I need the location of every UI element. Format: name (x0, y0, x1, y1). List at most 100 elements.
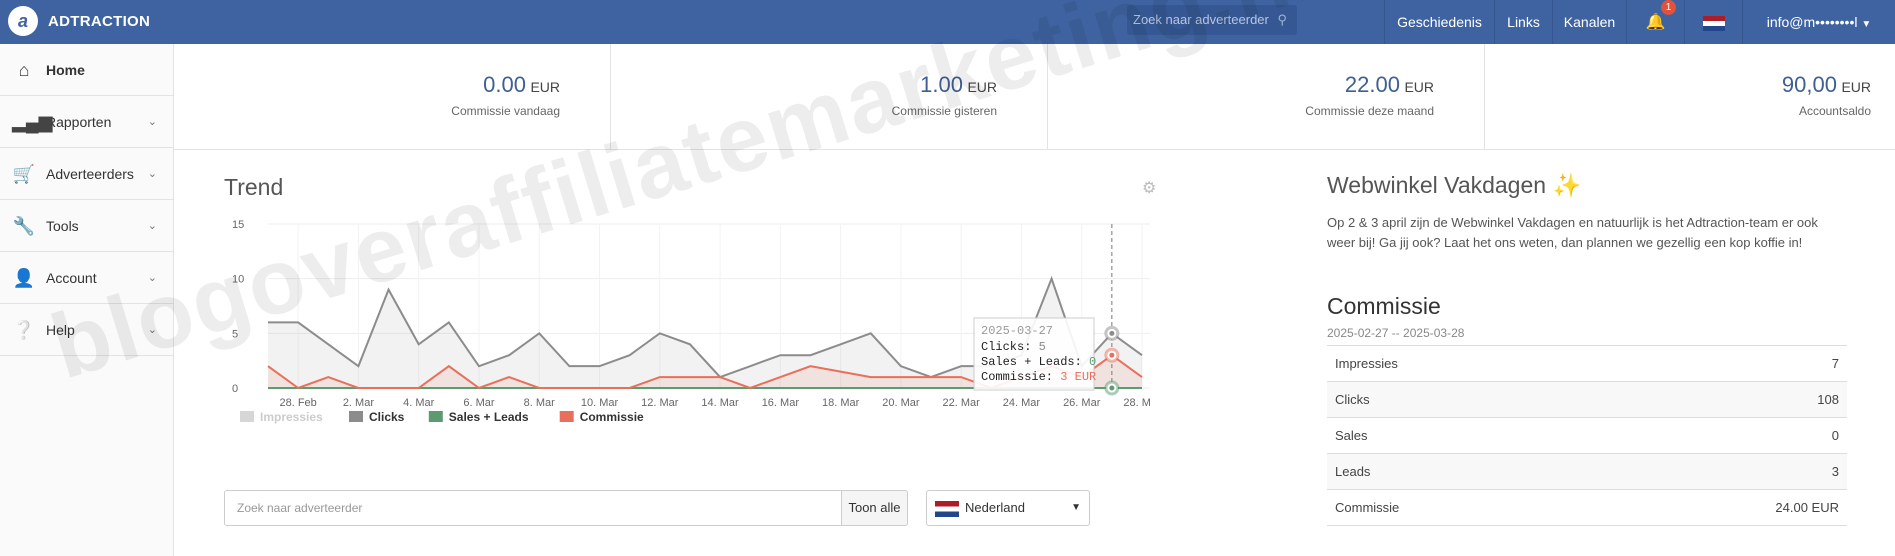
stat-unit: EUR (530, 79, 560, 95)
search-icon[interactable]: ⚲ (1277, 12, 1287, 27)
language-button[interactable] (1684, 0, 1742, 44)
chevron-down-icon: ⌄ (147, 324, 157, 336)
right-panel: Webwinkel Vakdagen ✨ Op 2 & 3 april zijn… (1327, 172, 1847, 526)
hover-point-dot (1109, 385, 1115, 391)
legend-swatch (559, 411, 574, 422)
legend-swatch (240, 411, 254, 422)
notifications-button[interactable]: 🔔 1 (1626, 0, 1684, 44)
user-icon: 👤 (12, 268, 36, 288)
caret-down-icon: ▼ (1071, 502, 1081, 513)
show-all-button[interactable]: Toon alle (842, 490, 908, 526)
bell-icon: 🔔 (1645, 14, 1666, 31)
stat-label: Commissie vandaag (451, 104, 560, 118)
chevron-down-icon: ⌄ (147, 116, 157, 128)
nav-kanalen[interactable]: Kanalen (1552, 0, 1626, 44)
top-bar: a ADTRACTION Zoek naar adverteerder ⚲ Ges… (0, 0, 1895, 44)
row-label: Commissie (1327, 489, 1589, 526)
legend-item[interactable]: Clicks (369, 410, 405, 424)
question-icon: ❔ (12, 320, 36, 340)
sidebar: ⌂ Home ▂▄▆ Rapporten ⌄ 🛒 Adverteerders ⌄ 🔧 Too… (0, 44, 174, 556)
chevron-down-icon: ⌄ (147, 220, 157, 232)
nav-geschiedenis[interactable]: Geschiedenis (1384, 0, 1494, 44)
x-tick-label: 26. Mar (1063, 397, 1101, 409)
row-value: 108 (1588, 381, 1847, 418)
tooltip-date: 2025-03-27 (981, 324, 1053, 338)
legend-swatch (349, 411, 363, 422)
row-label: Sales (1327, 417, 1589, 454)
row-label: Impressies (1327, 345, 1589, 382)
stat-commissie-maand: 22.00 EUR Commissie deze maand (1048, 44, 1485, 149)
stat-value: 1.00 (920, 72, 963, 97)
tooltip-line: Commissie: 3 EUR (981, 370, 1096, 384)
sidebar-item-help[interactable]: ❔ Help ⌄ (0, 304, 173, 356)
wrench-icon: 🔧 (12, 216, 36, 236)
legend-item[interactable]: Commissie (580, 410, 644, 424)
cart-icon: 🛒 (12, 164, 36, 184)
stat-value: 0.00 (483, 72, 526, 97)
logo[interactable]: a (8, 6, 38, 36)
chart-tooltip (973, 317, 1095, 391)
header-search-input[interactable]: Zoek naar adverteerder ⚲ (1127, 5, 1297, 35)
stat-label: Commissie gisteren (891, 104, 997, 118)
chevron-down-icon: ⌄ (147, 168, 157, 180)
sidebar-item-label: Adverteerders (46, 166, 134, 182)
table-row: Commissie 24.00 EUR (1327, 489, 1847, 526)
sidebar-item-adverteerders[interactable]: 🛒 Adverteerders ⌄ (0, 148, 173, 200)
stat-commissie-gisteren: 1.00 EUR Commissie gisteren (611, 44, 1048, 149)
table-row: Impressies 7 (1327, 345, 1847, 382)
row-value: 24.00 EUR (1588, 489, 1847, 526)
stat-value: 22.00 (1344, 72, 1400, 97)
row-label: Leads (1327, 453, 1589, 490)
tooltip-value: 5 (1039, 340, 1046, 354)
sidebar-item-account[interactable]: 👤 Account ⌄ (0, 252, 173, 304)
x-tick-label: 12. Mar (641, 397, 679, 409)
series-area-commissie (268, 355, 1142, 388)
sidebar-item-label: Rapporten (46, 114, 112, 130)
user-email: info@m••••••••l (1766, 14, 1858, 30)
x-tick-label: 28. Feb (279, 397, 316, 409)
trend-chart: 0 5 10 15 28. Feb 2. Mar 4. Mar 6. Mar 8. Mar 10.… (232, 219, 1150, 424)
promo-title: Webwinkel Vakdagen ✨ (1327, 172, 1582, 198)
country-select[interactable]: Nederland ▼ (926, 490, 1090, 526)
legend-item[interactable]: Sales + Leads (449, 410, 529, 424)
trend-title: Trend (224, 174, 284, 200)
stat-commissie-vandaag: 0.00 EUR Commissie vandaag (174, 44, 611, 149)
sidebar-item-label: Help (46, 322, 75, 338)
stats-row: 0.00 EUR Commissie vandaag 1.00 EUR Commis… (174, 44, 1895, 150)
x-tick-label: 20. Mar (882, 397, 920, 409)
country-value: Nederland (965, 500, 1025, 515)
notification-badge: 1 (1661, 0, 1676, 15)
table-row: Leads 3 (1327, 453, 1847, 490)
brand-name[interactable]: ADTRACTION (48, 13, 151, 30)
promo-text: Op 2 & 3 april zijn de Webwinkel Vakdage… (1327, 215, 1818, 250)
tooltip-line: Clicks: 5 (981, 340, 1046, 354)
nav-links[interactable]: Links (1494, 0, 1552, 44)
sidebar-item-rapporten[interactable]: ▂▄▆ Rapporten ⌄ (0, 96, 173, 148)
advertiser-search-input[interactable]: Zoek naar adverteerder (224, 490, 842, 526)
commission-table: Impressies 7 Clicks 108 Sales 0 Leads 3 Comm… (1327, 345, 1847, 526)
chevron-down-icon: ⌄ (147, 272, 157, 284)
sidebar-item-tools[interactable]: 🔧 Tools ⌄ (0, 200, 173, 252)
gear-icon[interactable]: ⚙ (1142, 180, 1157, 197)
tooltip-value: 3 EUR (1060, 370, 1096, 384)
hover-point-dot (1109, 352, 1115, 358)
stat-unit: EUR (967, 79, 997, 95)
signal-icon: ▂▄▆ (12, 112, 53, 132)
caret-down-icon: ▼ (1861, 19, 1872, 30)
x-tick-label: 10. Mar (581, 397, 619, 409)
x-tick-label: 16. Mar (762, 397, 800, 409)
tooltip-line: Sales + Leads: 0 (981, 355, 1096, 369)
netherlands-flag-icon (1702, 15, 1725, 31)
stat-unit: EUR (1404, 79, 1434, 95)
hover-point-dot (1109, 330, 1115, 336)
x-tick-label: 14. Mar (701, 397, 739, 409)
sidebar-item-label: Tools (46, 218, 79, 234)
sidebar-item-home[interactable]: ⌂ Home (0, 44, 173, 96)
legend-item[interactable]: Impressies (260, 410, 323, 424)
y-tick-label: 0 (232, 383, 238, 395)
table-row: Clicks 108 (1327, 381, 1847, 418)
row-value: 3 (1588, 453, 1847, 490)
user-menu[interactable]: info@m••••••••l ▼ (1742, 0, 1895, 44)
home-icon: ⌂ (18, 60, 30, 80)
x-tick-label: 22. Mar (943, 397, 981, 409)
